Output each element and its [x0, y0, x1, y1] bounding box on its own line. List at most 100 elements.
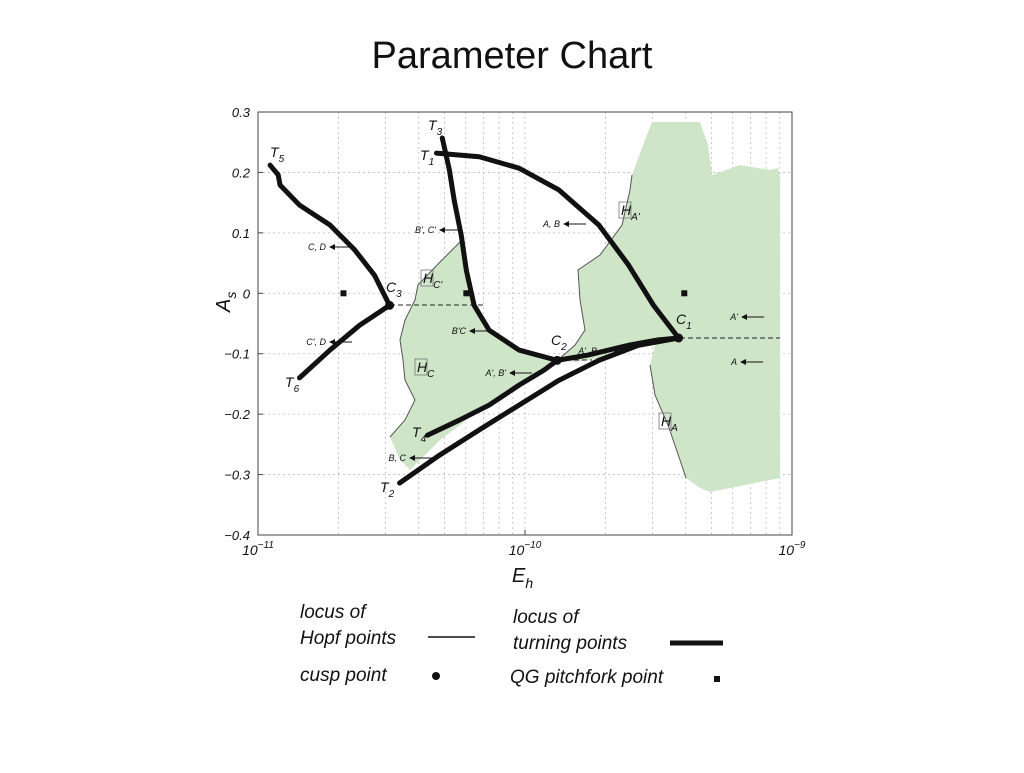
x-tick-base: 10 [242, 542, 258, 558]
annotation-sub: A [670, 423, 678, 434]
x-tick-label: 10−9 [779, 540, 806, 558]
arrow-head [509, 370, 515, 376]
annotation: HC' [423, 270, 443, 291]
arrow-label: C, D [308, 242, 327, 252]
y-tick-label: 0.3 [232, 105, 251, 120]
legend-label: Hopf points [300, 628, 397, 649]
x-tick-base: 10 [509, 542, 525, 558]
annotation-main: C [551, 332, 562, 348]
arrow-head [329, 244, 335, 250]
arrow-head [741, 314, 747, 320]
annotation: T2 [380, 479, 395, 500]
annotation-sub: C [427, 369, 435, 380]
turning-locus [554, 335, 682, 363]
arrow-head [740, 359, 746, 365]
annotation-main: T [270, 144, 280, 160]
legend-label: turning points [513, 633, 628, 654]
annotation-sub: 3 [437, 127, 443, 138]
annotation-main: H [417, 359, 428, 375]
region [390, 240, 558, 470]
pitchfork-point [681, 290, 688, 297]
x-axis-label: Eh [512, 565, 533, 591]
turning-locus [267, 162, 393, 308]
turning-locus [397, 335, 682, 486]
arrow-label: A' [729, 312, 738, 322]
dashed-lines [390, 304, 780, 361]
arrow-label: A, B [542, 219, 560, 229]
annotation-main: T [380, 479, 390, 495]
label-box [618, 201, 632, 219]
annotation-sub: 1 [686, 321, 692, 332]
arrow-head [563, 221, 569, 227]
y-tick-label: −0.3 [224, 468, 250, 483]
annotation: T6 [285, 374, 300, 395]
annotation-sub: 1 [429, 157, 435, 168]
annotation-sub: 2 [560, 342, 567, 353]
turning-locus [439, 135, 560, 363]
annotation: T4 [412, 424, 427, 445]
arrow-label: A [730, 357, 737, 367]
annotation: C2 [551, 332, 567, 353]
arrow-head [600, 348, 606, 354]
x-tick-power: −11 [258, 540, 274, 551]
x-tick-label: 10−11 [242, 540, 274, 558]
y-axis-label-main: A [213, 299, 235, 313]
arrow-label: B'C [452, 326, 467, 336]
hopf-locus [649, 364, 687, 479]
annotation-sub: 5 [279, 154, 285, 165]
annotation: T1 [420, 147, 434, 168]
legend-label: QG pitchfork point [510, 667, 664, 688]
legend-label: cusp point [300, 665, 387, 686]
annotation: T5 [270, 144, 285, 165]
y-tick-label: 0 [243, 286, 251, 301]
cusp-point [385, 300, 395, 310]
y-axis-label-sub: s [223, 292, 239, 299]
legend-label: locus of [300, 602, 367, 623]
x-tick-base: 10 [779, 542, 795, 558]
label-box [658, 412, 672, 430]
label-box [420, 269, 434, 287]
annotation-main: C [386, 279, 397, 295]
arrow-head [439, 227, 445, 233]
y-tick-label: −0.4 [224, 528, 250, 543]
annotation-sub: 2 [388, 489, 395, 500]
annotation: C3 [386, 279, 402, 300]
region [558, 122, 780, 492]
arrow-head [329, 339, 335, 345]
arrow-label: A', B [577, 346, 597, 356]
y-tick-label: 0.1 [232, 226, 250, 241]
arrow-label: B', C' [415, 225, 436, 235]
cusp-point [674, 333, 684, 343]
annotation-sub: 4 [421, 434, 427, 445]
pitchfork-point [463, 290, 470, 297]
annotation-main: T [420, 147, 430, 163]
pitchfork-point [340, 290, 347, 297]
label-box [414, 358, 428, 376]
annotation-main: H [661, 413, 672, 429]
arrow-head [409, 455, 415, 461]
annotation: HC [417, 359, 435, 380]
annotation: C1 [676, 311, 692, 332]
x-tick-label: 10−10 [509, 540, 542, 558]
chart-title: Parameter Chart [372, 35, 653, 77]
y-tick-label: −0.1 [224, 347, 250, 362]
annotation-main: T [428, 117, 438, 133]
arrow-label: A', B' [485, 368, 507, 378]
hopf-locus [389, 239, 463, 438]
legend-marker [432, 672, 440, 680]
x-tick-power: −9 [794, 540, 806, 551]
annotation: HA' [621, 202, 641, 223]
annotation-sub: C' [433, 280, 443, 291]
cusp-point [552, 355, 562, 365]
annotation-sub: 3 [396, 289, 402, 300]
turning-locus [424, 357, 560, 438]
arrow-head [469, 328, 475, 334]
x-tick-power: −10 [524, 540, 541, 551]
annotation: T3 [428, 117, 443, 138]
annotation-sub: A' [630, 212, 641, 223]
turning-locus [433, 150, 682, 341]
annotation-main: C [676, 311, 687, 327]
x-axis-label-sub: h [525, 575, 533, 591]
y-axis-label: As [213, 292, 239, 313]
x-axis-label-main: E [512, 565, 526, 587]
